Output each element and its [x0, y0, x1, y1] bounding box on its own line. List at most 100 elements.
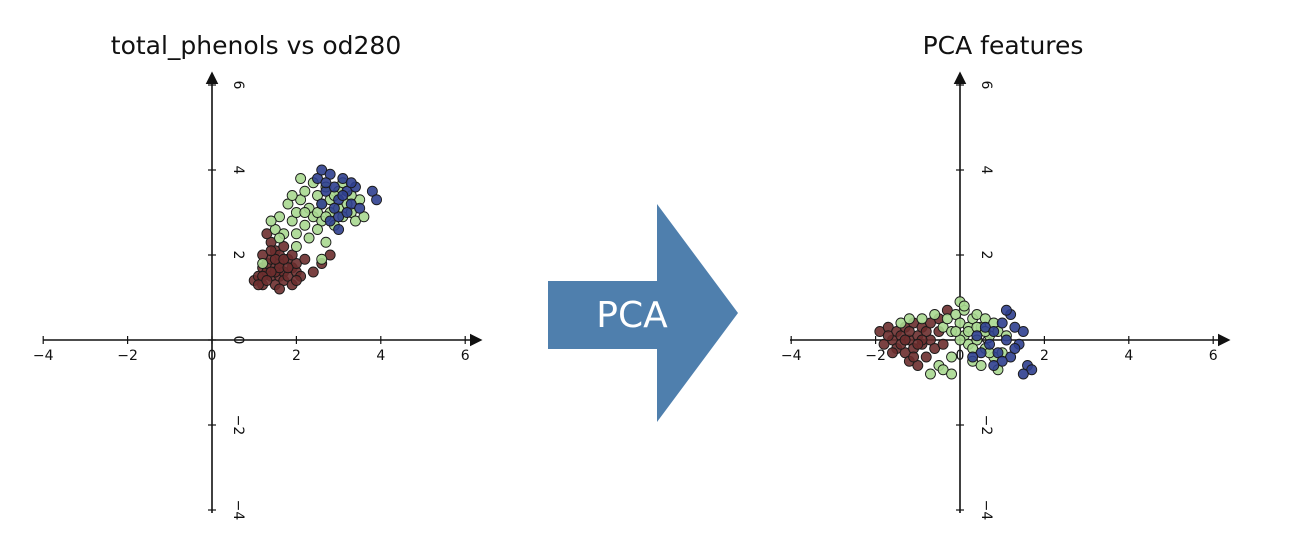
data-point-class-0	[290, 258, 302, 269]
data-point-class-0	[903, 326, 915, 337]
data-point-class-0	[252, 279, 264, 291]
data-point-class-1	[962, 326, 974, 337]
data-point-class-1	[937, 321, 949, 333]
data-point-class-1	[312, 207, 323, 218]
data-point-class-2	[333, 211, 345, 223]
data-point-class-2	[312, 173, 323, 184]
data-point-class-0	[937, 338, 949, 350]
data-point-class-1	[916, 313, 928, 325]
data-point-class-1	[937, 364, 949, 376]
data-point-class-1	[350, 215, 361, 227]
data-point-class-2	[979, 321, 991, 333]
data-point-class-1	[265, 215, 277, 227]
data-point-class-0	[920, 351, 932, 363]
data-point-class-2	[371, 194, 383, 206]
data-point-class-0	[278, 253, 290, 265]
y-tick-label: 0	[230, 336, 246, 345]
data-point-class-0	[920, 326, 932, 337]
data-point-class-2	[337, 190, 349, 201]
scatter-chart-pca: PCA features −4 −2 0 2 4 6 −4 −2 0 2 4 6	[781, 31, 1231, 521]
data-point-class-2	[1005, 351, 1017, 363]
data-point-class-0	[925, 317, 936, 329]
data-point-class-1	[299, 207, 311, 218]
y-tick-label: −2	[978, 415, 994, 436]
data-point-class-1	[950, 326, 962, 337]
data-point-class-0	[265, 266, 277, 278]
data-point-class-2	[341, 207, 353, 218]
data-point-class-2	[975, 347, 987, 359]
data-point-class-1	[295, 194, 307, 206]
data-point-class-1	[895, 317, 907, 329]
data-point-class-1	[299, 185, 311, 197]
data-point-class-0	[324, 249, 336, 261]
data-point-class-1	[286, 215, 298, 227]
y-tick-label: −4	[230, 500, 246, 521]
data-point-class-0	[290, 275, 302, 286]
data-point-class-2	[328, 202, 340, 214]
data-point-class-0	[278, 241, 290, 252]
data-point-class-1	[257, 258, 269, 269]
data-point-class-2	[345, 198, 357, 210]
data-point-class-1	[274, 211, 285, 223]
y-tick-label: 0	[978, 336, 994, 345]
x-tick-label: −4	[33, 348, 54, 364]
data-point-class-1	[903, 313, 915, 325]
axes	[790, 71, 1231, 513]
data-point-class-2	[1017, 326, 1029, 337]
y-tick-label: 2	[230, 251, 246, 260]
data-points	[874, 296, 1038, 380]
pca-transform-arrow: PCA	[548, 204, 738, 422]
data-point-class-0	[299, 253, 311, 265]
chart-title: PCA features	[923, 31, 1084, 60]
data-point-class-0	[899, 334, 911, 346]
x-tick-label: 6	[1209, 348, 1218, 364]
data-point-class-1	[316, 253, 328, 265]
tick-group: −4 −2 0 2 4 6 −4 −2 0 2 4 6	[33, 81, 470, 521]
arrow-shape	[548, 204, 738, 422]
data-point-class-1	[290, 228, 302, 240]
data-point-class-2	[333, 224, 345, 235]
data-point-class-2	[354, 202, 366, 214]
data-point-class-2	[996, 355, 1008, 367]
x-tick-label: 4	[376, 348, 385, 364]
data-point-class-1	[282, 198, 294, 210]
chart-title: total_phenols vs od280	[111, 31, 401, 60]
data-point-class-2	[1009, 321, 1021, 333]
data-point-class-0	[286, 249, 298, 261]
data-point-class-1	[299, 219, 311, 231]
x-tick-label: 0	[208, 348, 217, 364]
data-point-class-0	[307, 266, 319, 278]
x-tick-label: −4	[781, 348, 802, 364]
y-tick-label: −4	[978, 500, 994, 521]
data-point-class-1	[925, 368, 936, 380]
data-point-class-2	[1000, 304, 1012, 316]
data-point-class-2	[337, 173, 349, 184]
data-point-class-1	[303, 232, 315, 244]
data-point-class-2	[345, 177, 357, 189]
arrow-label: PCA	[596, 295, 668, 336]
data-point-class-1	[312, 190, 323, 201]
data-point-class-0	[265, 245, 277, 257]
data-point-class-2	[1000, 334, 1012, 346]
data-point-class-1	[946, 368, 958, 380]
data-point-class-0	[874, 326, 886, 337]
data-point-class-1	[975, 360, 987, 371]
y-tick-label: 6	[978, 81, 994, 90]
data-point-class-2	[971, 330, 983, 342]
x-tick-label: 2	[1040, 348, 1049, 364]
data-point-class-1	[274, 232, 285, 244]
data-point-class-0	[274, 283, 285, 295]
data-point-class-2	[984, 338, 995, 350]
data-point-class-0	[282, 262, 294, 274]
data-point-class-0	[878, 338, 890, 350]
y-tick-label: 2	[978, 251, 994, 260]
data-point-class-0	[887, 347, 898, 359]
scatter-chart-original: total_phenols vs od280 −4 −2 0 2 4 6 −4 −2 0 2 4 6	[33, 31, 483, 521]
data-point-class-2	[988, 326, 1000, 337]
data-points	[248, 164, 383, 295]
data-point-class-2	[992, 347, 1004, 359]
data-point-class-0	[899, 347, 911, 359]
data-point-class-0	[912, 360, 924, 371]
y-tick-label: 4	[230, 166, 246, 175]
